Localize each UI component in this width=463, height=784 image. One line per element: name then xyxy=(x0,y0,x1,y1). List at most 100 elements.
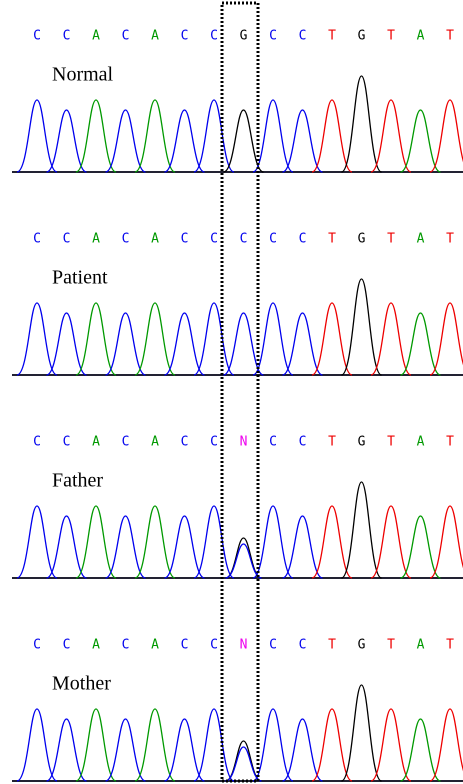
base-call: C xyxy=(33,29,41,44)
peak xyxy=(47,719,87,781)
base-call: N xyxy=(240,638,248,653)
sample-label: Father xyxy=(52,470,103,492)
peak xyxy=(165,110,205,172)
base-call: T xyxy=(446,435,454,450)
base-call: C xyxy=(269,29,277,44)
base-call: C xyxy=(181,435,189,450)
peak xyxy=(17,100,57,172)
base-call: T xyxy=(446,638,454,653)
base-call: A xyxy=(92,435,100,450)
peak xyxy=(283,313,323,375)
base-call: C xyxy=(181,232,189,247)
peak xyxy=(47,516,87,578)
base-call: A xyxy=(151,29,159,44)
base-call: C xyxy=(240,232,248,247)
peak xyxy=(342,482,382,578)
peak xyxy=(283,110,323,172)
sample-label: Mother xyxy=(52,673,111,695)
peak xyxy=(312,506,352,578)
peak xyxy=(106,313,146,375)
base-call: A xyxy=(417,638,425,653)
peak xyxy=(47,313,87,375)
base-call: A xyxy=(92,232,100,247)
base-call: C xyxy=(63,638,71,653)
base-call: C xyxy=(33,638,41,653)
peak xyxy=(165,516,205,578)
peak xyxy=(430,100,463,172)
base-call: C xyxy=(63,435,71,450)
base-call: C xyxy=(210,638,218,653)
peak xyxy=(17,709,57,781)
base-call: G xyxy=(358,435,366,450)
peak xyxy=(226,747,262,781)
base-call: T xyxy=(446,232,454,247)
base-call: T xyxy=(446,29,454,44)
peak xyxy=(165,313,205,375)
peak xyxy=(371,709,411,781)
peak xyxy=(312,709,352,781)
peak xyxy=(194,506,234,578)
peak xyxy=(371,506,411,578)
peak xyxy=(76,303,116,375)
peak xyxy=(165,719,205,781)
base-call: C xyxy=(269,435,277,450)
peak xyxy=(135,506,175,578)
base-call: C xyxy=(181,638,189,653)
peak xyxy=(106,516,146,578)
peak xyxy=(135,100,175,172)
base-call: T xyxy=(328,638,336,653)
base-call: C xyxy=(122,435,130,450)
base-call: G xyxy=(240,29,248,44)
peak xyxy=(283,719,323,781)
base-call: A xyxy=(417,29,425,44)
base-call: G xyxy=(358,232,366,247)
base-call: N xyxy=(240,435,248,450)
base-call: T xyxy=(387,435,395,450)
peak xyxy=(401,719,441,781)
base-call: C xyxy=(33,232,41,247)
base-call: T xyxy=(328,232,336,247)
peak xyxy=(430,303,463,375)
peak xyxy=(342,76,382,172)
peak xyxy=(47,110,87,172)
base-call: T xyxy=(328,29,336,44)
base-call: A xyxy=(417,435,425,450)
base-call: C xyxy=(210,435,218,450)
base-call: G xyxy=(358,638,366,653)
chromatogram-figure: Normal C C A C A C C G C C T G T A T Patient C C A C A C C C C C T G… xyxy=(0,0,463,784)
peak xyxy=(371,303,411,375)
sample-label: Normal xyxy=(52,64,114,86)
base-call: A xyxy=(151,638,159,653)
peak xyxy=(76,100,116,172)
sample-label: Patient xyxy=(52,267,108,289)
base-call: C xyxy=(63,232,71,247)
peak xyxy=(17,506,57,578)
peak xyxy=(430,709,463,781)
base-call: G xyxy=(358,29,366,44)
peak xyxy=(135,709,175,781)
peak xyxy=(401,516,441,578)
peak xyxy=(76,709,116,781)
base-call: C xyxy=(122,232,130,247)
base-call: C xyxy=(269,232,277,247)
peak xyxy=(430,506,463,578)
peak xyxy=(106,110,146,172)
base-call: T xyxy=(328,435,336,450)
peak xyxy=(312,100,352,172)
base-call: C xyxy=(210,29,218,44)
peak xyxy=(76,506,116,578)
peak xyxy=(194,303,234,375)
peak xyxy=(401,313,441,375)
base-call: C xyxy=(299,29,307,44)
peak xyxy=(312,303,352,375)
peak xyxy=(401,110,441,172)
base-call: C xyxy=(299,435,307,450)
base-call: A xyxy=(151,435,159,450)
base-call: A xyxy=(92,638,100,653)
base-call: T xyxy=(387,232,395,247)
base-call: A xyxy=(417,232,425,247)
base-call: C xyxy=(122,29,130,44)
peak xyxy=(342,685,382,781)
